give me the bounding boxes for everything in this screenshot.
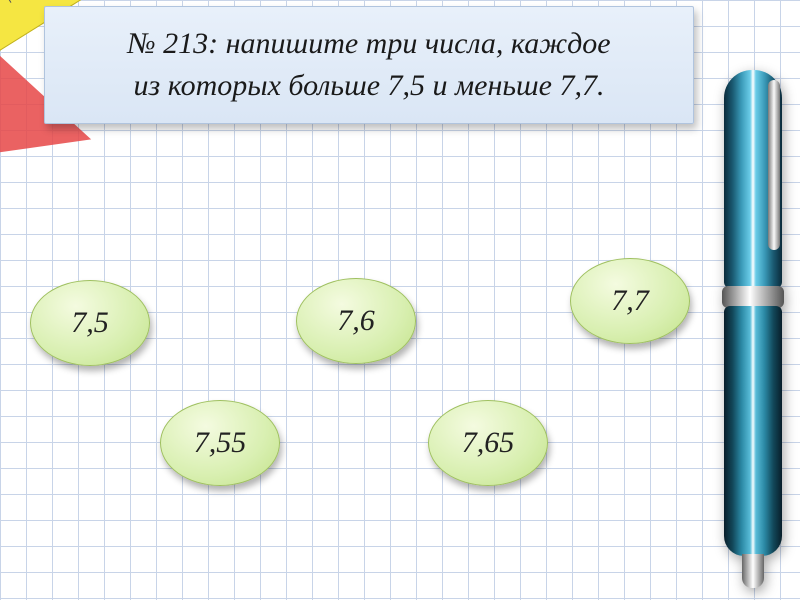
number-bubble-label: 7,7 [611, 284, 649, 318]
pen-ring [722, 286, 784, 308]
pen-tip [742, 554, 764, 588]
number-bubble: 7,55 [160, 400, 280, 486]
task-line-2: из которых больше 7,5 и меньше 7,7. [134, 65, 605, 107]
number-bubble: 7,6 [296, 278, 416, 364]
task-line-1: № 213: напишите три числа, каждое [127, 23, 610, 65]
number-bubble-label: 7,55 [194, 426, 247, 460]
number-bubble: 7,65 [428, 400, 548, 486]
number-bubble: 7,7 [570, 258, 690, 344]
pen-body [724, 306, 782, 556]
pen-clip [768, 80, 780, 250]
task-box: № 213: напишите три числа, каждое из кот… [44, 6, 694, 124]
pen [724, 70, 782, 590]
number-bubble-label: 7,5 [71, 306, 109, 340]
number-bubble-label: 7,65 [462, 426, 515, 460]
number-bubble: 7,5 [30, 280, 150, 366]
ruler-tick [3, 0, 11, 3]
number-bubble-label: 7,6 [337, 304, 375, 338]
